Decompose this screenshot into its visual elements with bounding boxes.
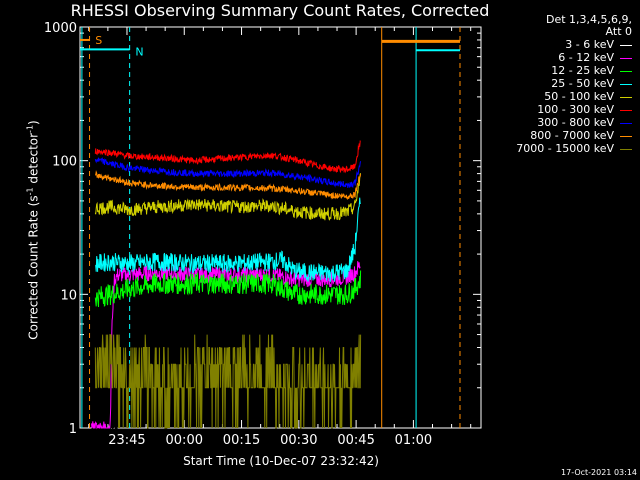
- legend-label: 50 - 100 keV: [544, 90, 614, 103]
- legend-swatch: [620, 135, 632, 137]
- legend-swatch: [620, 122, 632, 124]
- timestamp: 17-Oct-2021 03:14: [561, 468, 637, 477]
- legend-entry: 7000 - 15000 keV: [482, 142, 632, 155]
- y-axis-label: Corrected Count Rate (s-1 detector-1): [25, 120, 41, 340]
- legend-entry: 25 - 50 keV: [482, 77, 632, 90]
- series-line: [94, 170, 362, 201]
- legend-swatch: [620, 70, 632, 72]
- legend-label: 800 - 7000 keV: [530, 129, 614, 142]
- legend-swatch: [620, 57, 632, 59]
- x-axis-label: Start Time (10-Dec-07 23:32:42): [183, 454, 379, 468]
- legend-entry: 50 - 100 keV: [482, 90, 632, 103]
- legend-entry: 300 - 800 keV: [482, 116, 632, 129]
- legend-label: 6 - 12 keV: [558, 51, 614, 64]
- legend-swatch: [620, 83, 632, 85]
- legend-swatch: [620, 109, 632, 111]
- y-tick-label: 1: [69, 422, 77, 437]
- x-tick-label: 00:15: [223, 433, 260, 448]
- legend-entry: 3 - 6 keV: [482, 38, 632, 51]
- y-tick-label: 1000: [44, 21, 77, 36]
- annotation-n: N: [135, 45, 143, 58]
- y-tick-label: 10: [60, 288, 77, 303]
- series-line: [94, 173, 362, 221]
- x-tick-label: 00:00: [166, 433, 203, 448]
- series-line: [94, 270, 362, 308]
- series-line: [94, 334, 362, 429]
- series-line: [91, 293, 361, 429]
- x-tick-label: 01:00: [395, 433, 432, 448]
- legend-label: 12 - 25 keV: [551, 64, 614, 77]
- legend-entry: 6 - 12 keV: [482, 51, 632, 64]
- series-line: [94, 140, 361, 174]
- legend: Det 1,3,4,5,6,9, Att 0 3 - 6 keV 6 - 12 k…: [482, 14, 632, 155]
- series-line: [94, 157, 362, 189]
- legend-attenuator: Att 0: [605, 25, 632, 38]
- annotation-s: S: [95, 34, 102, 47]
- x-tick-label: 00:30: [280, 433, 317, 448]
- legend-swatch: [620, 44, 632, 46]
- legend-entry: 12 - 25 keV: [482, 64, 632, 77]
- series-line: [94, 197, 362, 283]
- legend-swatch: [620, 148, 632, 150]
- x-tick-label: 00:45: [337, 433, 374, 448]
- chart-title: RHESSI Observing Summary Count Rates, Co…: [70, 1, 490, 20]
- y-tick-label: 100: [52, 155, 77, 170]
- legend-entry: 800 - 7000 keV: [482, 129, 632, 142]
- legend-header: Det 1,3,4,5,6,9,: [545, 13, 632, 26]
- x-tick-label: 23:45: [108, 433, 145, 448]
- legend-label: 25 - 50 keV: [551, 77, 614, 90]
- plot-frame: [79, 26, 482, 429]
- legend-label: 300 - 800 keV: [537, 116, 614, 129]
- legend-label: 3 - 6 keV: [565, 38, 614, 51]
- legend-swatch: [620, 96, 632, 98]
- legend-label: 7000 - 15000 keV: [516, 142, 614, 155]
- legend-entry: 100 - 300 keV: [482, 103, 632, 116]
- legend-label: 100 - 300 keV: [537, 103, 614, 116]
